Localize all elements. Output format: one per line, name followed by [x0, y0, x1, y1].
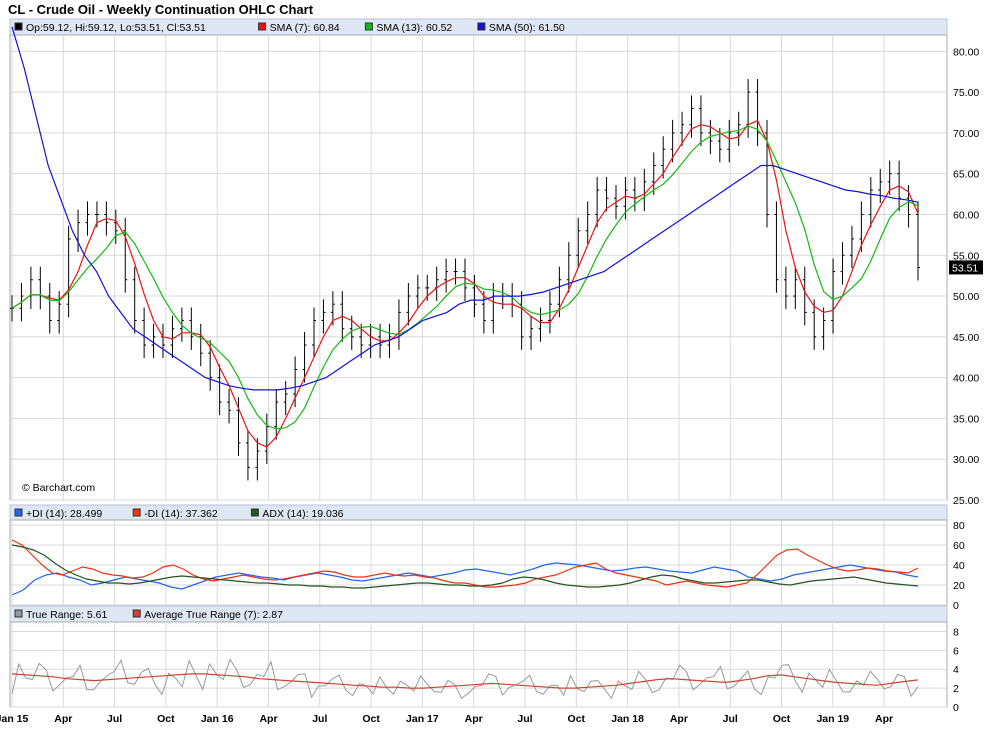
x-tick-label: Jan 16 [201, 713, 234, 725]
price-legend-swatch [258, 22, 267, 31]
dmi-y-tick-label: 40 [953, 560, 965, 572]
x-tick-label: Jul [312, 713, 327, 725]
minus-di-line [11, 539, 919, 588]
dmi-legend-label: ADX (14): 19.036 [262, 508, 343, 520]
x-tick-label: Jan 17 [406, 713, 439, 725]
x-tick-label: Jul [517, 713, 532, 725]
price-y-tick-label: 35.00 [953, 413, 979, 425]
adx-line [11, 544, 919, 589]
price-y-tick-label: 55.00 [953, 250, 979, 262]
dmi-y-tick-label: 80 [953, 520, 965, 532]
x-tick-label: Jul [107, 713, 122, 725]
price-y-tick-label: 45.00 [953, 332, 979, 344]
tr-y-tick-label: 4 [953, 664, 959, 676]
price-legend-swatch [477, 22, 486, 31]
price-y-tick-label: 70.00 [953, 128, 979, 140]
price-legend-label: Op:59.12, Hi:59.12, Lo:53.51, Cl:53.51 [26, 22, 206, 34]
x-tick-label: Oct [157, 713, 175, 725]
tr-legend-label: True Range: 5.61 [26, 609, 107, 621]
x-tick-label: Jul [723, 713, 738, 725]
true-range-line [11, 658, 919, 700]
x-tick-label: Oct [362, 713, 380, 725]
dmi-y-tick-label: 20 [953, 580, 965, 592]
price-legend-label: SMA (13): 60.52 [376, 22, 452, 34]
x-tick-label: Apr [54, 713, 72, 725]
price-y-tick-label: 50.00 [953, 291, 979, 303]
x-tick-label: Jan 19 [816, 713, 849, 725]
atr-line [11, 673, 919, 689]
tr-legend-label: Average True Range (7): 2.87 [144, 609, 283, 621]
sma13-line [11, 125, 919, 430]
tr-y-tick-label: 6 [953, 645, 959, 657]
last-price-tag-label: 53.51 [952, 262, 978, 274]
dmi-legend-label: -DI (14): 37.362 [144, 508, 218, 520]
price-plot-frame [9, 34, 948, 501]
tr-legend-swatch [14, 609, 23, 618]
watermark: © Barchart.com [22, 482, 95, 494]
dmi-y-tick-label: 0 [953, 600, 959, 612]
chart-title: CL - Crude Oil - Weekly Continuation OHL… [8, 2, 314, 17]
tr-plot-frame [9, 621, 948, 708]
dmi-legend-swatch [14, 508, 23, 517]
x-tick-label: Apr [465, 713, 483, 725]
price-legend-label: SMA (7): 60.84 [270, 22, 340, 34]
dmi-plot-frame [9, 519, 948, 606]
x-tick-label: Jan 15 [0, 713, 28, 725]
price-legend-label: SMA (50): 61.50 [489, 22, 565, 34]
price-y-tick-label: 60.00 [953, 209, 979, 221]
plus-di-line [11, 562, 919, 596]
tr-y-tick-label: 2 [953, 683, 959, 695]
dmi-legend-swatch [132, 508, 141, 517]
x-tick-label: Oct [773, 713, 791, 725]
dmi-legend-label: +DI (14): 28.499 [26, 508, 102, 520]
price-y-tick-label: 65.00 [953, 169, 979, 181]
price-y-tick-label: 80.00 [953, 46, 979, 58]
x-tick-label: Apr [259, 713, 277, 725]
price-y-tick-label: 75.00 [953, 87, 979, 99]
tr-y-tick-label: 0 [953, 702, 959, 714]
price-y-tick-label: 30.00 [953, 454, 979, 466]
tr-legend-swatch [132, 609, 141, 618]
sma50-line [11, 26, 919, 391]
x-tick-label: Apr [670, 713, 688, 725]
x-tick-label: Apr [875, 713, 893, 725]
price-y-tick-label: 25.00 [953, 495, 979, 507]
price-legend-swatch [14, 22, 23, 31]
price-y-tick-label: 40.00 [953, 373, 979, 385]
x-tick-label: Oct [568, 713, 586, 725]
dmi-legend-swatch [250, 508, 259, 517]
tr-y-tick-label: 8 [953, 626, 959, 638]
price-legend-swatch [364, 22, 373, 31]
x-tick-label: Jan 18 [611, 713, 644, 725]
last-price-tag [949, 260, 983, 275]
dmi-y-tick-label: 60 [953, 540, 965, 552]
